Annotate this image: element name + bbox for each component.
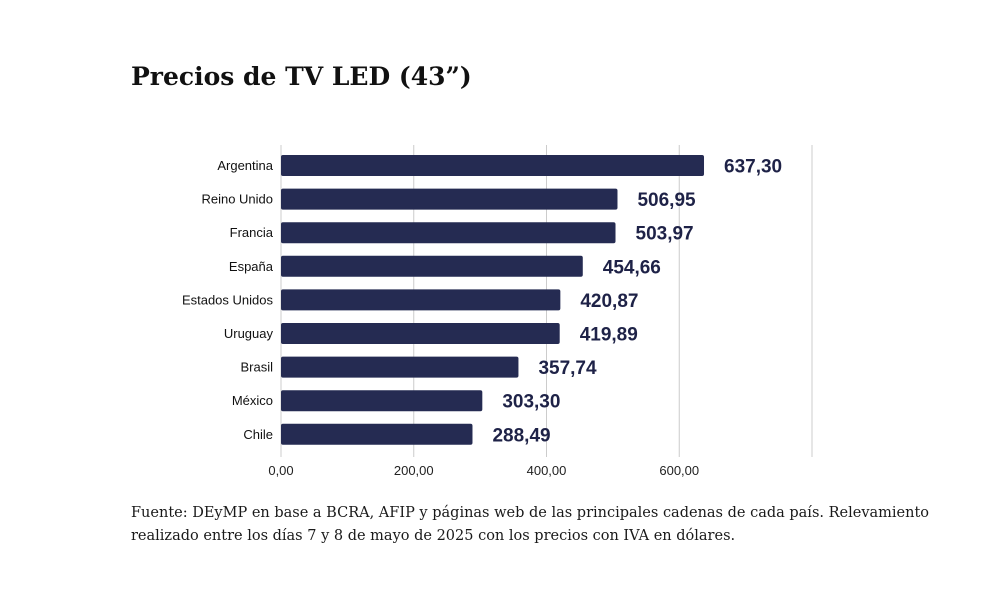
bar xyxy=(281,390,483,412)
bar xyxy=(281,289,561,311)
bar xyxy=(281,188,618,210)
value-label: 454,66 xyxy=(603,257,661,278)
footnote: Fuente: DEyMP en base a BCRA, AFIP y pág… xyxy=(131,502,930,548)
bar xyxy=(281,323,560,344)
x-tick-label: 600,00 xyxy=(659,463,699,478)
bars xyxy=(281,155,705,445)
value-label: 357,74 xyxy=(538,358,597,379)
category-label: Uruguay xyxy=(224,326,274,341)
value-label: 419,89 xyxy=(580,325,638,346)
value-label: 288,49 xyxy=(492,425,550,446)
category-label: Chile xyxy=(243,427,273,442)
bar xyxy=(281,356,519,378)
category-label: Francia xyxy=(230,225,274,240)
value-label: 503,97 xyxy=(636,224,694,245)
category-label: Argentina xyxy=(217,158,273,173)
bar xyxy=(281,255,583,277)
category-label: Brasil xyxy=(240,360,273,375)
category-label: España xyxy=(229,259,274,274)
chart-title: Precios de TV LED (43”) xyxy=(131,62,472,91)
value-label: 506,95 xyxy=(637,190,696,211)
bar xyxy=(281,423,473,445)
category-label: Estados Unidos xyxy=(182,292,274,307)
footnote-line-1: Fuente: DEyMP en base a BCRA, AFIP y pág… xyxy=(131,505,930,521)
category-label: Reino Unido xyxy=(201,192,273,207)
x-tick-label: 0,00 xyxy=(268,463,293,478)
category-label: México xyxy=(232,393,273,408)
footnote-line-2: realizado entre los días 7 y 8 de mayo d… xyxy=(131,528,736,544)
value-label: 303,30 xyxy=(502,392,560,413)
bar xyxy=(281,155,705,176)
x-tick-label: 200,00 xyxy=(394,463,434,478)
value-label: 420,87 xyxy=(580,291,638,312)
bar xyxy=(281,222,616,244)
value-label: 637,30 xyxy=(724,157,782,178)
x-tick-label: 400,00 xyxy=(527,463,567,478)
labels: 0,00 200,00 400,00 600,00 Argentina 637,30 Rei… xyxy=(182,157,782,479)
